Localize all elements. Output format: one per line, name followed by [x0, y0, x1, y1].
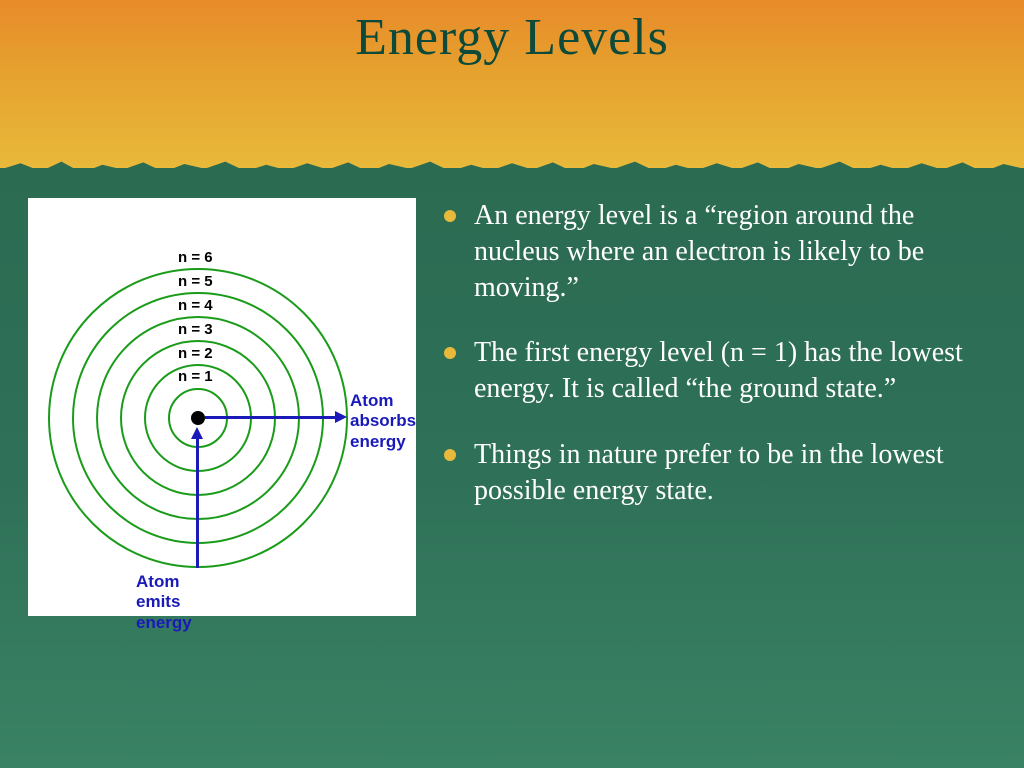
label-n6: n = 6 — [178, 249, 213, 266]
absorbs-line2: absorbs — [350, 411, 416, 431]
header-band: Energy Levels — [0, 0, 1024, 168]
nucleus-dot — [191, 411, 205, 425]
label-n2: n = 2 — [178, 345, 213, 362]
bullet-list: An energy level is a “region around the … — [416, 198, 996, 748]
bullet-icon — [444, 449, 456, 461]
absorb-arrow-line — [205, 416, 337, 419]
absorbs-annotation: Atom absorbs energy — [350, 391, 416, 452]
list-item: An energy level is a “region around the … — [444, 198, 996, 305]
bullet-icon — [444, 210, 456, 222]
bullet-icon — [444, 347, 456, 359]
absorbs-line1: Atom — [350, 391, 416, 411]
emit-arrow-head-icon — [191, 427, 203, 439]
body-area: n = 1 n = 2 n = 3 n = 4 n = 5 n = 6 Atom… — [0, 168, 1024, 768]
label-n3: n = 3 — [178, 321, 213, 338]
label-n5: n = 5 — [178, 273, 213, 290]
emit-arrow-line — [196, 438, 199, 568]
bullet-text-2: The first energy level (n = 1) has the l… — [474, 335, 996, 407]
label-n1: n = 1 — [178, 368, 213, 385]
page-title: Energy Levels — [0, 0, 1024, 67]
emits-line1: Atom — [136, 572, 192, 592]
torn-edge-decor — [0, 160, 1024, 176]
emits-line3: energy — [136, 613, 192, 633]
label-n4: n = 4 — [178, 297, 213, 314]
list-item: Things in nature prefer to be in the low… — [444, 437, 996, 509]
bullet-text-1: An energy level is a “region around the … — [474, 198, 996, 305]
energy-level-diagram: n = 1 n = 2 n = 3 n = 4 n = 5 n = 6 Atom… — [28, 198, 416, 616]
absorbs-line3: energy — [350, 432, 416, 452]
emits-annotation: Atom emits energy — [136, 572, 192, 633]
emits-line2: emits — [136, 592, 192, 612]
absorb-arrow-head-icon — [335, 411, 347, 423]
bullet-text-3: Things in nature prefer to be in the low… — [474, 437, 996, 509]
list-item: The first energy level (n = 1) has the l… — [444, 335, 996, 407]
